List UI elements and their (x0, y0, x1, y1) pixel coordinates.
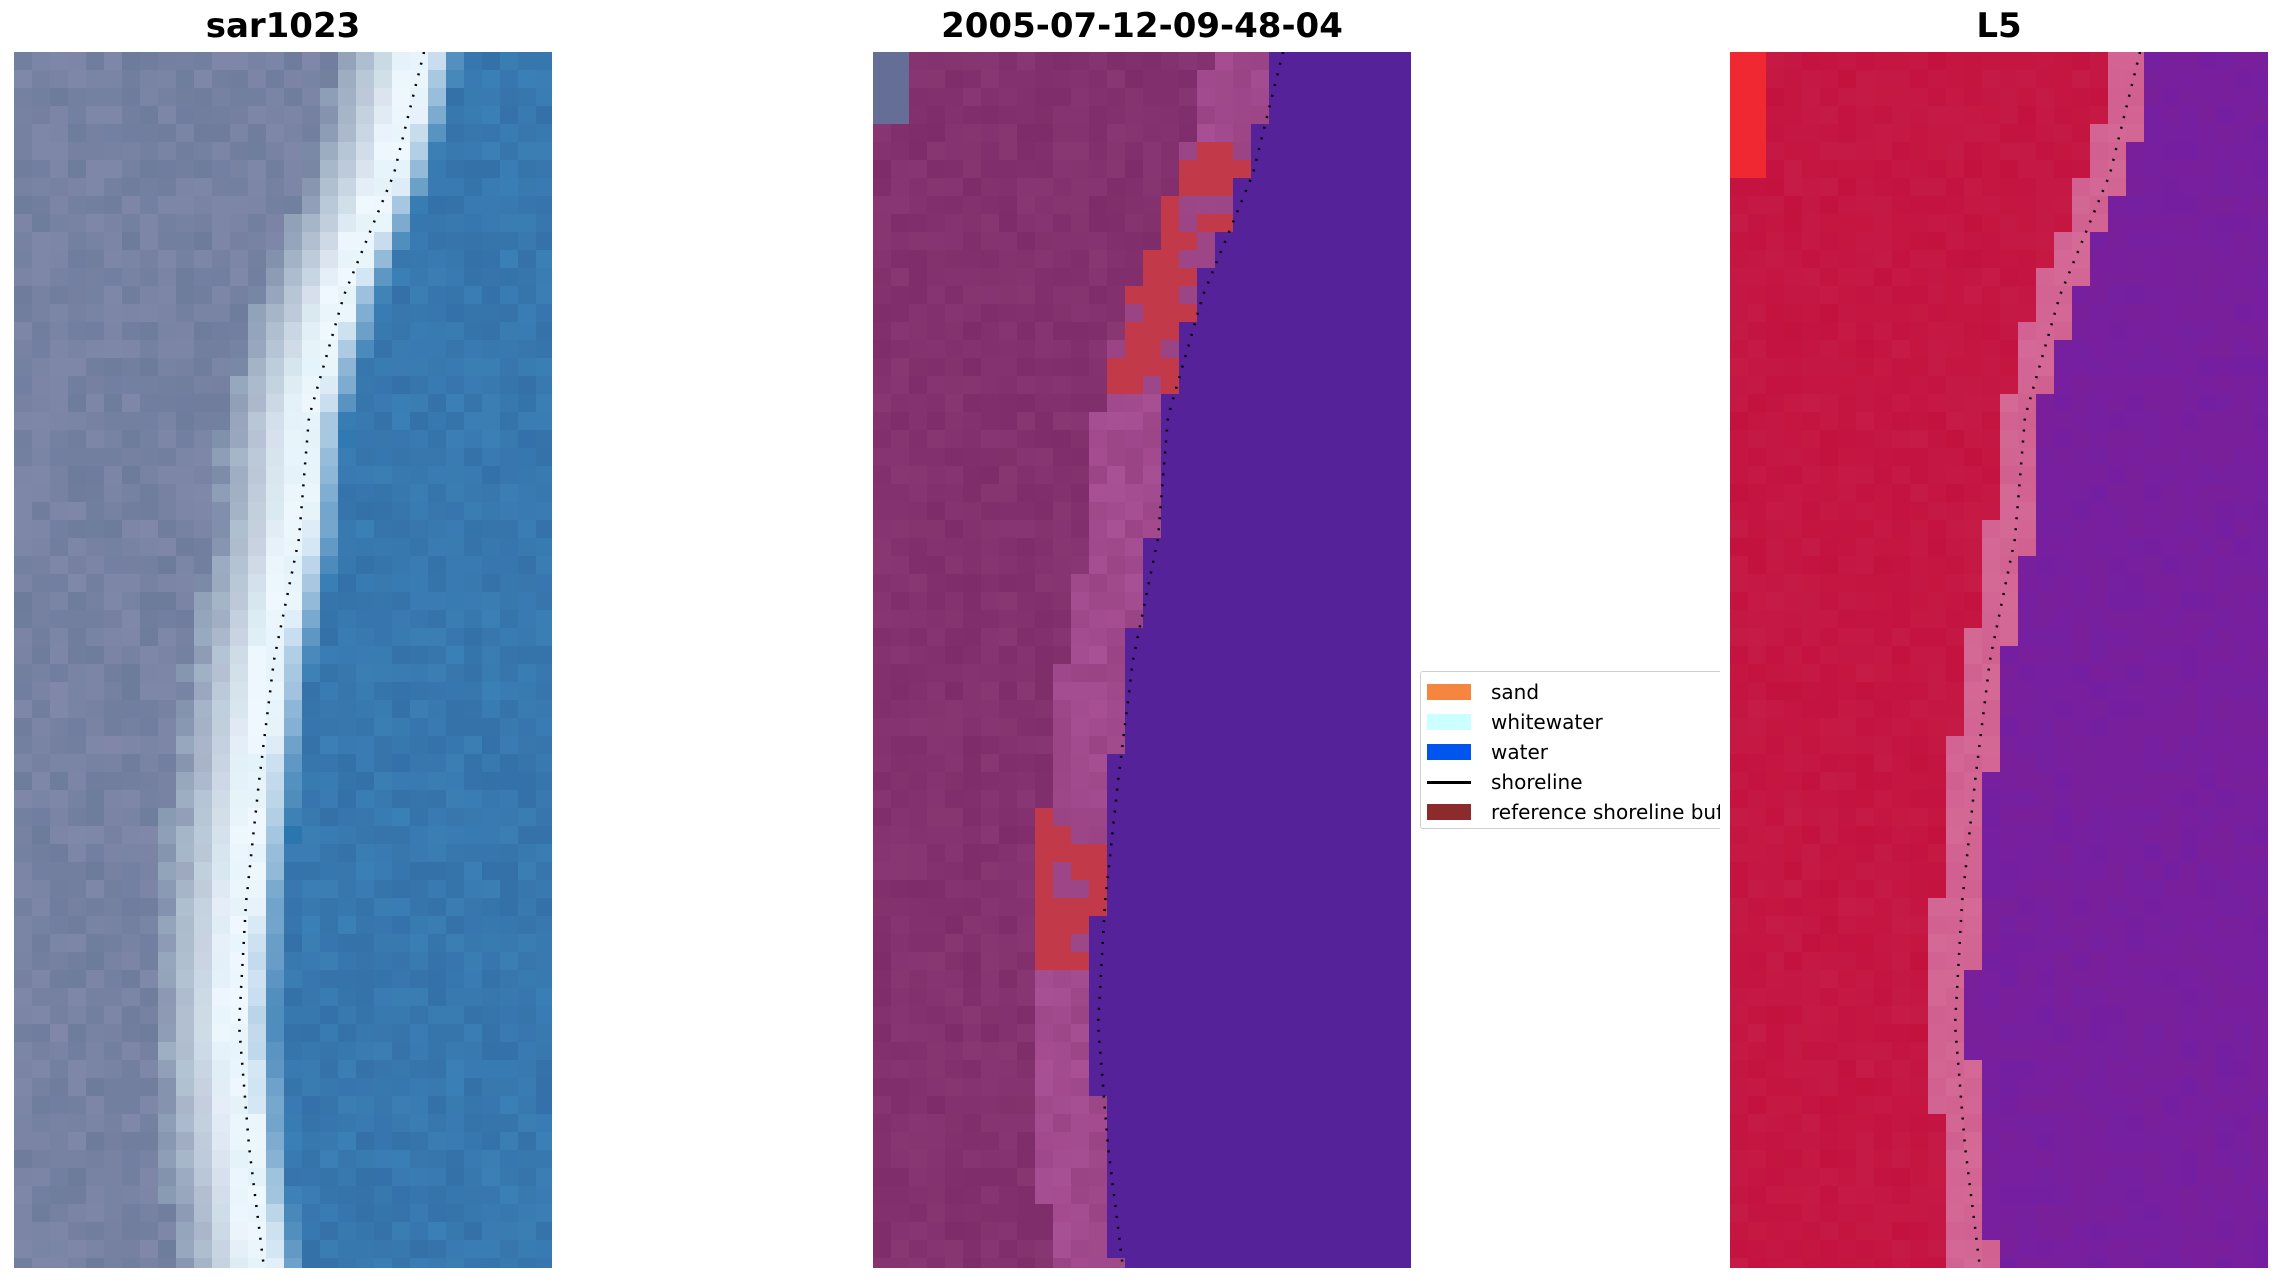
legend-label-whitewater: whitewater (1491, 710, 1603, 734)
legend-label-water: water (1491, 740, 1548, 764)
rgb-image (14, 52, 552, 1268)
legend-label-shoreline: shoreline (1491, 770, 1583, 794)
rgb-image-panel (14, 52, 552, 1268)
panel-title-classified: 2005-07-12-09-48-04 (941, 6, 1343, 46)
classified-image (873, 52, 1411, 1268)
panel-title-l5: L5 (1976, 6, 2022, 46)
legend: sand whitewater water shoreline referenc… (1420, 671, 1720, 829)
pixel-grid (873, 52, 1411, 1268)
sand-swatch (1427, 684, 1471, 700)
pixel-grid (1730, 52, 2268, 1268)
shoreline-line-swatch (1427, 781, 1471, 784)
panel-title-rgb: sar1023 (205, 6, 361, 46)
pixel-grid (14, 52, 552, 1268)
legend-label-sand: sand (1491, 680, 1540, 704)
water-swatch (1427, 744, 1471, 760)
classified-image-panel (873, 52, 1411, 1268)
l5-image (1730, 52, 2268, 1268)
legend-label-reference-buffer: reference shoreline buf (1491, 800, 1720, 824)
reference-buffer-swatch (1427, 804, 1471, 820)
l5-image-panel (1730, 52, 2268, 1268)
whitewater-swatch (1427, 714, 1471, 730)
